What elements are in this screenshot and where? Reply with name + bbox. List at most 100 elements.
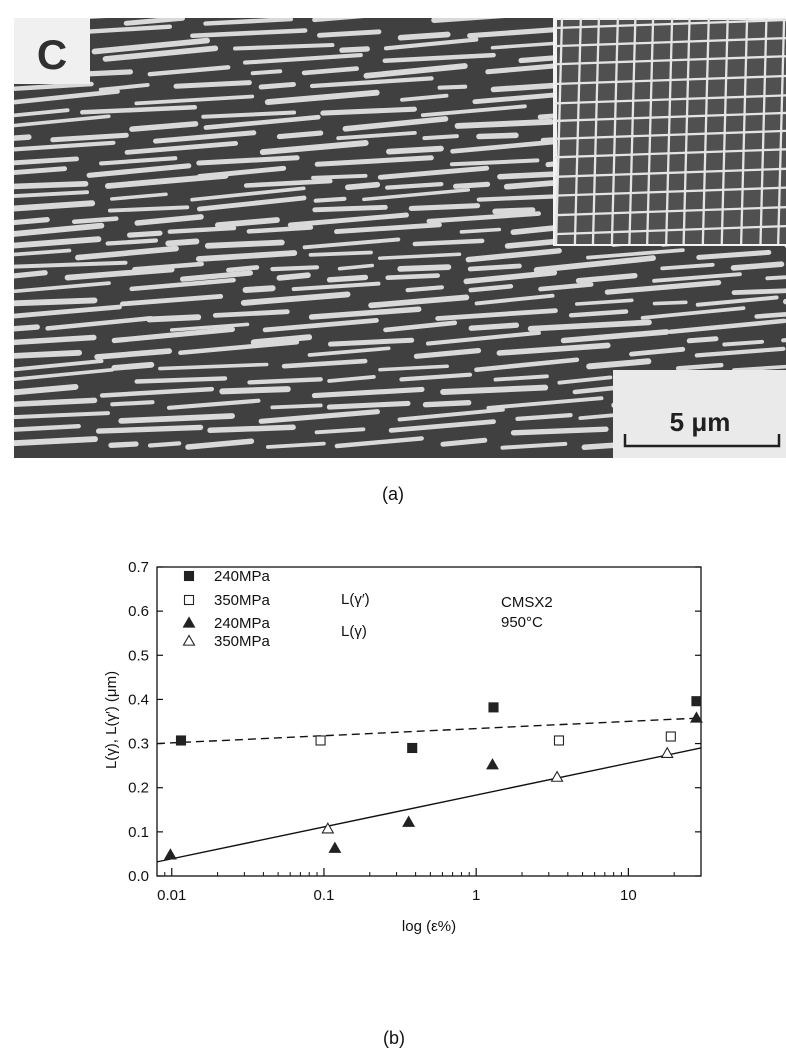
raft (302, 237, 401, 250)
raft (377, 252, 462, 260)
data-point-open-triangle (550, 770, 564, 782)
raft (538, 282, 594, 292)
raft (629, 346, 686, 357)
raft (311, 386, 425, 399)
raft (413, 348, 482, 359)
raft (262, 318, 379, 333)
raft (146, 314, 202, 323)
raft (383, 37, 479, 51)
raft (258, 81, 296, 90)
x-axis: 0.01 0.1 1 10 (157, 868, 675, 904)
data-point-filled-square (691, 696, 702, 707)
channel (555, 129, 786, 141)
raft (14, 383, 79, 396)
raft (75, 245, 179, 261)
raft (98, 82, 150, 92)
raft (405, 285, 444, 293)
raft (207, 424, 296, 434)
raft (147, 441, 182, 448)
raft (312, 18, 365, 23)
raft (437, 84, 468, 90)
data-point-filled-square (488, 702, 499, 713)
raft (118, 413, 235, 424)
raft (243, 178, 333, 188)
raft (422, 400, 472, 408)
raft (64, 266, 175, 281)
raft (276, 130, 324, 140)
raft (14, 190, 90, 199)
raft (467, 27, 558, 39)
raft (190, 28, 308, 38)
raft (320, 106, 417, 116)
raft (196, 155, 300, 166)
raft (14, 217, 50, 226)
raft (449, 158, 540, 167)
x-tick-label: 0.01 (157, 887, 186, 904)
data-point-open-triangle (321, 822, 335, 834)
raft (287, 212, 409, 228)
raft (377, 165, 490, 180)
raft (14, 359, 104, 372)
raft (397, 31, 451, 41)
raft (240, 291, 351, 306)
channel (759, 18, 768, 244)
raft (426, 211, 541, 224)
channel (591, 18, 601, 244)
raft (328, 337, 415, 347)
raft (652, 300, 688, 306)
raft (203, 114, 321, 130)
raft (165, 238, 200, 247)
raft (276, 272, 311, 281)
raft (336, 131, 417, 141)
raft (465, 248, 562, 263)
channel (720, 18, 729, 244)
raft (167, 225, 237, 234)
raft (345, 181, 381, 191)
raft (14, 180, 89, 190)
raft (169, 322, 250, 332)
raft (467, 263, 522, 272)
raft (314, 427, 366, 435)
raft (533, 255, 656, 273)
raft (496, 342, 611, 356)
raft (96, 424, 204, 434)
raft (412, 238, 485, 247)
raft (453, 181, 491, 189)
raft (500, 441, 568, 450)
raft (510, 426, 609, 436)
raft (243, 53, 363, 65)
channel (555, 148, 786, 159)
raft (215, 217, 280, 228)
channel (682, 18, 691, 244)
data-point-open-square (315, 735, 326, 746)
raft (695, 295, 779, 307)
raft (515, 413, 573, 421)
raft (14, 334, 97, 346)
raft (385, 273, 440, 280)
x-tick-label: 0.1 (314, 887, 335, 904)
raft (270, 403, 323, 410)
raft (158, 362, 269, 371)
raft (14, 260, 128, 269)
raft (450, 139, 561, 154)
y-tick-label: 0.7 (128, 559, 149, 576)
raft (308, 306, 422, 320)
raft (730, 261, 785, 271)
y-tick-label: 0.0 (128, 868, 149, 885)
panel-label-box (14, 18, 90, 84)
raft (270, 265, 320, 272)
data-points (163, 696, 703, 860)
y-tick-label: 0.6 (128, 603, 149, 620)
data-point-filled-triangle (328, 841, 342, 853)
strain-chart: 0.0 0.1 0.2 0.3 0.4 0.5 0.6 0.7 0.01 0.1 1 10 L(γ)… (103, 559, 703, 935)
raft (14, 236, 102, 249)
legend-marker-open-triangle (182, 634, 196, 646)
raft (203, 18, 294, 26)
raft (14, 324, 40, 332)
raft (110, 400, 155, 407)
data-point-filled-triangle (402, 815, 416, 827)
panel-label: C (37, 31, 67, 78)
data-point-filled-triangle (689, 711, 703, 723)
raft (80, 105, 198, 115)
raft (120, 294, 224, 307)
